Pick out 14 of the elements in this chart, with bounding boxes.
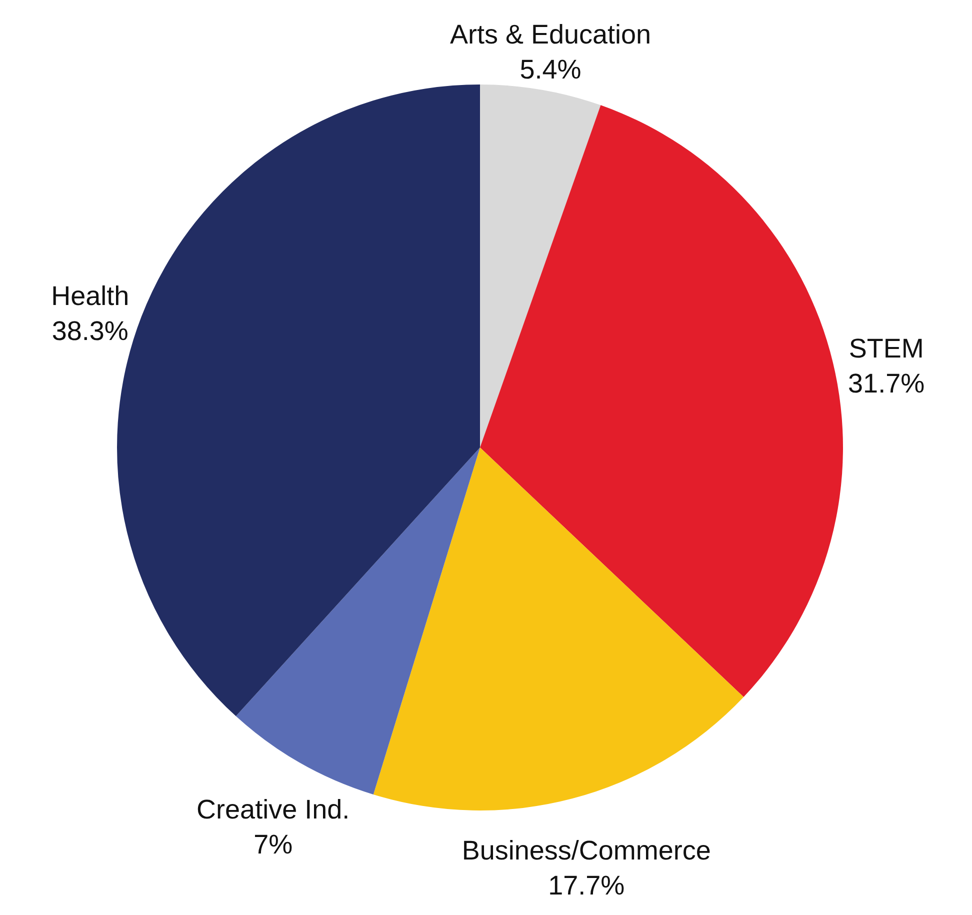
- pie-slice: [373, 448, 744, 810]
- slice-label: Business/Commerce: [462, 836, 711, 866]
- slice-label: Health: [51, 280, 130, 311]
- data-label: 31.7%: [848, 368, 925, 398]
- data-label: 38.3%: [52, 316, 128, 346]
- data-label: 5.4%: [520, 54, 582, 84]
- data-label: 17.7%: [548, 870, 625, 901]
- pie-slice: [480, 84, 601, 448]
- slice-label: Creative Ind.: [196, 794, 350, 825]
- pie-slice: [236, 448, 480, 794]
- pie-slice: [480, 105, 843, 698]
- data-label: 7%: [254, 830, 293, 860]
- slice-label: Arts & Education: [450, 19, 652, 50]
- slice-label: STEM: [848, 333, 924, 364]
